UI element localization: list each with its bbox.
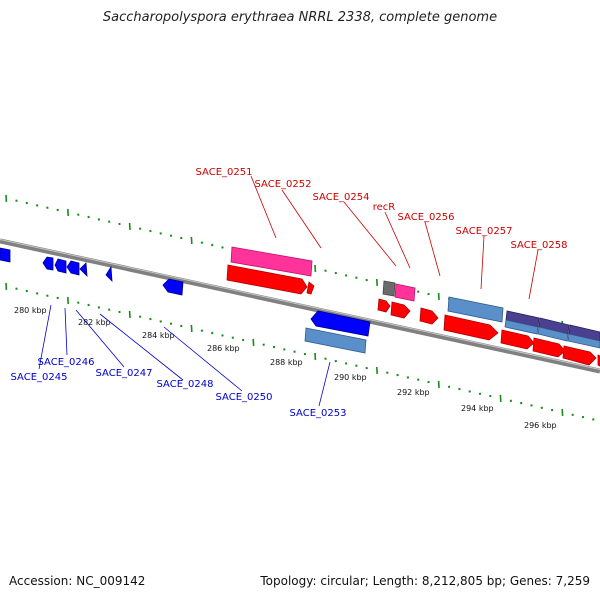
label-sace-0245: SACE_0245 — [11, 372, 68, 383]
label-sace-0254: SACE_0254 — [313, 192, 370, 203]
gene-reverse-edge[interactable] — [0, 247, 11, 263]
label-sace-0252: SACE_0252 — [255, 179, 312, 190]
label-recr: recR — [373, 202, 396, 213]
label-sace-0251: SACE_0251 — [196, 167, 253, 178]
feature-sace-0254-gray[interactable] — [382, 280, 396, 297]
label-sace-0256: SACE_0256 — [398, 212, 455, 223]
forward-labels: SACE_0251 SACE_0252 SACE_0254 recR SACE_… — [196, 167, 568, 300]
feature-sace-0257-steelblue[interactable] — [447, 296, 504, 323]
scale-label-292: 292 kbp — [397, 388, 430, 397]
feature-sace-0258-steelblue-3[interactable] — [567, 333, 600, 349]
gene-sace-0253[interactable] — [310, 310, 371, 337]
gene-sace-0246[interactable] — [54, 258, 67, 274]
gene-sace-0250[interactable] — [162, 278, 184, 296]
scale-label-294: 294 kbp — [461, 404, 494, 413]
gene-recr[interactable] — [390, 301, 411, 319]
reverse-features — [0, 247, 371, 354]
scale-label-288: 288 kbp — [270, 358, 303, 367]
scale-label-296: 296 kbp — [524, 421, 557, 430]
feature-sace-0251-pink[interactable] — [230, 246, 313, 277]
gene-sace-0245[interactable] — [42, 256, 54, 271]
feature-sace-0258-steelblue-2[interactable] — [537, 326, 569, 342]
reverse-labels: SACE_0245 SACE_0246 SACE_0247 SACE_0248 … — [11, 304, 347, 419]
label-sace-0247: SACE_0247 — [96, 368, 153, 379]
gene-sace-0250-small[interactable] — [105, 265, 113, 283]
scale-label-280: 280 kbp — [14, 306, 47, 315]
genome-backbone-highlight — [0, 239, 600, 370]
gene-sace-0259[interactable] — [532, 337, 566, 358]
gene-sace-0256[interactable] — [419, 307, 439, 325]
gene-sace-0252[interactable] — [306, 281, 315, 295]
feature-sace-0258-purple-3[interactable] — [568, 324, 600, 342]
gene-sace-0260[interactable] — [562, 345, 597, 366]
label-sace-0250: SACE_0250 — [216, 392, 273, 403]
feature-recr-pink[interactable] — [394, 283, 416, 302]
scale-label-286: 286 kbp — [207, 344, 240, 353]
feature-sace-0258-steelblue-1[interactable] — [504, 319, 539, 335]
reverse-tick-row — [5, 282, 595, 421]
genome-summary-text: Topology: circular; Length: 8,212,805 bp… — [260, 574, 590, 588]
gene-sace-0257[interactable] — [443, 314, 499, 341]
gene-sace-0254[interactable] — [377, 298, 391, 313]
scale-label-284: 284 kbp — [142, 331, 175, 340]
gene-sace-0258[interactable] — [500, 329, 535, 350]
label-sace-0246: SACE_0246 — [38, 357, 95, 368]
genome-backbone — [0, 238, 600, 374]
accession-text: Accession: NC_009142 — [9, 574, 146, 588]
feature-sace-0253-steelblue[interactable] — [304, 327, 367, 354]
forward-features — [226, 246, 600, 367]
gene-sace-0248[interactable] — [79, 262, 88, 278]
map-title: Saccharopolyspora erythraea NRRL 2338, c… — [102, 10, 498, 25]
scale-labels: 280 kbp 282 kbp 284 kbp 286 kbp 288 kbp … — [14, 306, 557, 430]
label-sace-0257: SACE_0257 — [456, 226, 513, 237]
label-sace-0248: SACE_0248 — [157, 379, 214, 390]
scale-label-290: 290 kbp — [334, 373, 367, 382]
gene-sace-0251[interactable] — [226, 264, 308, 295]
label-sace-0258: SACE_0258 — [511, 240, 568, 251]
label-sace-0253: SACE_0253 — [290, 408, 347, 419]
scale-label-282: 282 kbp — [78, 318, 111, 327]
gene-sace-0247[interactable] — [66, 260, 80, 276]
